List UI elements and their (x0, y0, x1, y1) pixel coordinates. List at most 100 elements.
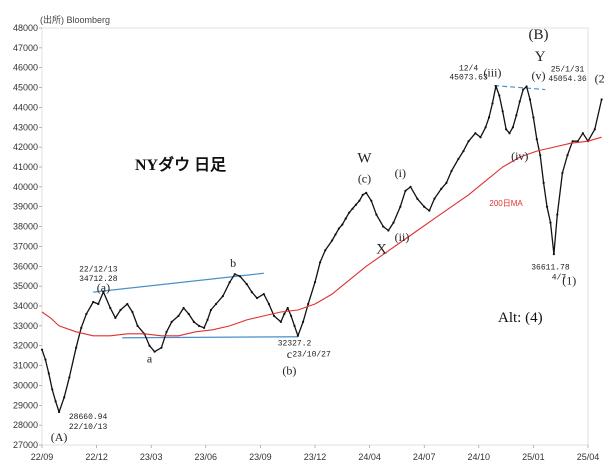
price-point (214, 302, 218, 306)
price-point (370, 199, 373, 202)
annotation-wave: (v) (532, 69, 546, 83)
annotation-ma: 200日MA (489, 199, 523, 208)
price-point (119, 308, 122, 312)
price-point (192, 320, 195, 323)
annotation-note: 36611.78 (531, 263, 570, 272)
y-tick-label: 39000 (13, 202, 38, 212)
y-tick-label: 31000 (13, 361, 38, 371)
price-point (330, 239, 334, 242)
price-point (392, 221, 395, 224)
price-point (416, 197, 419, 200)
price-point (462, 150, 465, 153)
price-point (505, 128, 508, 131)
price-point (80, 326, 83, 329)
annotation-note: 4/7 (552, 273, 567, 282)
trendline (494, 84, 546, 91)
price-point (279, 320, 282, 323)
price-point (202, 326, 206, 329)
price-point (593, 128, 596, 131)
price-point (337, 227, 340, 230)
price-point (539, 153, 542, 157)
price-point (131, 310, 134, 314)
annotation-wave: (a) (97, 281, 110, 295)
price-point (63, 396, 66, 399)
price-point (114, 316, 117, 320)
annotation-note: 34712.28 (79, 275, 118, 284)
price-point (301, 320, 305, 323)
price-point (387, 229, 390, 232)
price-point (319, 261, 322, 264)
y-tick-label: 41000 (13, 162, 38, 172)
price-point (75, 346, 78, 349)
price-point (365, 191, 368, 194)
price-point (283, 312, 286, 316)
annotation-wave: b (230, 256, 236, 270)
price-point (525, 85, 528, 88)
y-axis: 27000 28000 29000 30000 31000 32000 33000 34000… (13, 23, 42, 450)
price-point (267, 302, 271, 306)
price-point (581, 132, 584, 135)
x-tick-label: 25/04 (577, 452, 600, 462)
price-point (474, 132, 477, 135)
price-point (341, 223, 344, 226)
annotation-wave-big: (B) (529, 27, 549, 43)
price-point (423, 205, 426, 208)
price-point (409, 185, 412, 188)
price-point (160, 346, 163, 349)
annotation-note: 25/1/31 (551, 66, 585, 75)
price-point (528, 98, 532, 101)
price-point (57, 410, 61, 414)
annotation-wave-big: W (357, 150, 372, 166)
alt-label: Alt: (4) (498, 310, 543, 326)
price-point (501, 110, 504, 113)
price-point (484, 126, 487, 129)
price-point (450, 169, 453, 173)
price-point (467, 140, 470, 143)
annotation-wave-big: X (376, 241, 387, 257)
y-tick-label: 44000 (13, 102, 38, 112)
price-point (307, 302, 310, 306)
annotation-note: 23/10/27 (292, 351, 331, 360)
x-tick-label: 22/12 (85, 452, 108, 462)
price-point (177, 314, 180, 318)
x-tick-label: 24/07 (413, 452, 436, 462)
annotation-note: 22/12/13 (79, 265, 118, 274)
price-point (126, 302, 129, 306)
y-tick-label: 43000 (13, 122, 38, 132)
y-tick-label: 32000 (13, 341, 38, 351)
annotation-wave: (2) (595, 72, 604, 86)
x-axis: 22/09 22/12 23/03 23/06 23/09 23/12 24/04 24/07… (31, 445, 600, 462)
y-tick-label: 45000 (13, 83, 38, 93)
price-point (136, 324, 139, 327)
annotation-wave: a (147, 352, 153, 366)
annotation-note: 45054.36 (548, 75, 587, 84)
price-point (542, 181, 545, 184)
price-point (556, 213, 559, 216)
price-point (375, 213, 378, 216)
y-tick-label: 28000 (13, 420, 38, 430)
price-point (445, 181, 448, 184)
annotation-wave-big: Y (535, 49, 546, 65)
chart-title: NYダウ 日足 (135, 155, 227, 174)
price-point (170, 320, 173, 323)
price-point (44, 358, 47, 361)
x-tick-label: 24/04 (358, 452, 381, 462)
price-point (576, 140, 579, 143)
price-point (228, 281, 231, 284)
price-point (40, 348, 44, 351)
price-point (286, 306, 289, 310)
series-group (40, 85, 603, 414)
price-point (361, 193, 364, 196)
price-point (354, 203, 358, 206)
price-point (153, 350, 156, 353)
x-tick-label: 25/01 (522, 452, 545, 462)
trendline (93, 272, 264, 293)
annotation-wave: (iv) (511, 149, 528, 163)
price-point (296, 334, 300, 337)
price-point (522, 88, 525, 91)
price-point (600, 98, 603, 101)
price-point (382, 225, 385, 228)
